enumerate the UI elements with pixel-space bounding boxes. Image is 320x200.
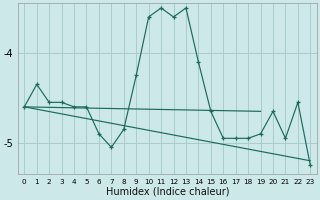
- X-axis label: Humidex (Indice chaleur): Humidex (Indice chaleur): [106, 187, 229, 197]
